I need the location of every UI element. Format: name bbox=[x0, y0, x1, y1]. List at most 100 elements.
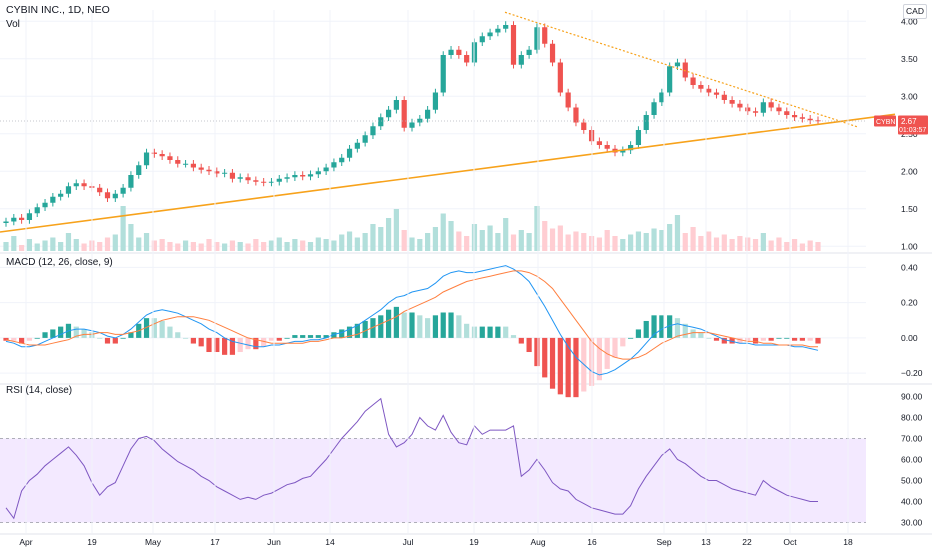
volume-bar bbox=[495, 233, 501, 251]
macd-histogram-bar bbox=[331, 332, 337, 338]
candle-body bbox=[409, 122, 415, 128]
candle-body bbox=[143, 152, 150, 166]
macd-histogram-bar bbox=[643, 320, 649, 338]
macd-histogram-bar bbox=[222, 337, 228, 355]
volume-bar bbox=[261, 242, 267, 251]
macd-histogram-bar bbox=[721, 337, 727, 344]
volume-bar bbox=[752, 239, 759, 251]
volume-bar bbox=[245, 243, 251, 251]
candle-body bbox=[448, 49, 454, 55]
volume-bar bbox=[237, 242, 243, 251]
volume-bar bbox=[620, 239, 626, 251]
volume-bar bbox=[596, 237, 602, 251]
rsi-line bbox=[5, 397, 818, 520]
macd-histogram-bar bbox=[557, 337, 563, 395]
volume-bar bbox=[50, 237, 56, 251]
candle-body bbox=[97, 187, 103, 193]
macd-signal-line bbox=[5, 270, 818, 360]
candle-body bbox=[346, 148, 353, 158]
time-tick-label: Aug bbox=[530, 537, 545, 547]
candle-body bbox=[643, 115, 649, 130]
macd-histogram-bar bbox=[628, 337, 634, 339]
volume-bar bbox=[167, 242, 173, 251]
volume-bar bbox=[503, 218, 509, 251]
volume-bar bbox=[190, 242, 196, 251]
rsi-tick-label: 30.00 bbox=[901, 518, 923, 528]
rsi-label[interactable]: RSI (14, close) bbox=[6, 385, 73, 396]
macd-histogram-bar bbox=[651, 315, 657, 338]
candle-body bbox=[385, 109, 392, 118]
macd-histogram-bar bbox=[346, 326, 353, 338]
rsi-tick-label: 40.00 bbox=[901, 497, 923, 507]
price-tick-label: 2.00 bbox=[901, 166, 918, 176]
volume-bar bbox=[510, 234, 517, 251]
volume-bar bbox=[542, 221, 548, 251]
macd-label[interactable]: MACD (12, 26, close, 9) bbox=[6, 257, 113, 268]
volume-bar bbox=[151, 240, 157, 251]
volume-bar bbox=[807, 240, 813, 251]
macd-histogram-bar bbox=[401, 312, 407, 338]
symbol-tag-text: CYBN bbox=[876, 119, 895, 126]
macd-histogram-bar bbox=[690, 329, 696, 338]
time-tick-label: Oct bbox=[783, 537, 797, 547]
candle-body bbox=[104, 192, 111, 199]
candle-body bbox=[495, 28, 501, 33]
volume-bar bbox=[136, 237, 142, 251]
candle-body bbox=[11, 217, 17, 222]
macd-histogram-bar bbox=[104, 337, 111, 344]
candle-body bbox=[128, 175, 134, 188]
time-tick-label: May bbox=[145, 537, 162, 547]
currency-button[interactable]: CAD bbox=[903, 4, 927, 19]
time-tick-label: Jun bbox=[267, 537, 281, 547]
price-tag bbox=[898, 115, 928, 135]
candle-body bbox=[815, 120, 821, 122]
candle-body bbox=[503, 25, 509, 29]
volume-bar bbox=[745, 237, 751, 251]
candle-body bbox=[628, 145, 634, 151]
volume-bar bbox=[549, 228, 556, 251]
macd-histogram-bar bbox=[456, 315, 462, 338]
volume-bar bbox=[713, 237, 720, 251]
candle-body bbox=[776, 107, 782, 112]
candle-body bbox=[3, 221, 9, 223]
macd-histogram-bar bbox=[229, 337, 236, 355]
candle-body bbox=[34, 207, 40, 214]
candle-body bbox=[159, 154, 165, 157]
macd-histogram-bar bbox=[120, 337, 126, 339]
macd-histogram-bar bbox=[268, 337, 275, 341]
candle-body bbox=[674, 62, 681, 67]
volume-bar bbox=[417, 239, 423, 251]
macd-histogram-bar bbox=[182, 337, 189, 339]
candle-body bbox=[136, 165, 142, 175]
macd-histogram-bar bbox=[612, 337, 618, 358]
macd-histogram-bar bbox=[464, 323, 470, 338]
macd-histogram-bar bbox=[206, 337, 212, 353]
candle-body bbox=[729, 100, 735, 104]
candle-body bbox=[682, 62, 688, 78]
candle-body bbox=[698, 85, 704, 89]
volume-bar bbox=[307, 242, 314, 251]
volume-bar bbox=[401, 230, 407, 251]
volume-bar bbox=[651, 228, 657, 251]
candle-body bbox=[417, 118, 423, 123]
price-tick-label: 1.50 bbox=[901, 204, 918, 214]
macd-line bbox=[5, 265, 819, 376]
macd-histogram-bar bbox=[799, 337, 805, 341]
macd-histogram-bar bbox=[542, 337, 548, 378]
candle-body bbox=[401, 100, 407, 128]
volume-bar bbox=[268, 240, 275, 251]
macd-histogram-bar bbox=[448, 312, 454, 338]
volume-bar bbox=[409, 237, 415, 251]
macd-histogram-bar bbox=[752, 337, 759, 344]
time-tick-label: 14 bbox=[325, 537, 335, 547]
volume-bar bbox=[206, 239, 212, 251]
volume-bar bbox=[456, 231, 462, 251]
macd-histogram-bar bbox=[34, 337, 40, 339]
symbol-title[interactable]: CYBIN INC., 1D, NEO bbox=[6, 4, 110, 16]
macd-histogram-bar bbox=[73, 326, 79, 338]
macd-histogram-bar bbox=[354, 323, 360, 338]
macd-histogram-bar bbox=[417, 315, 423, 338]
macd-histogram-bar bbox=[635, 329, 642, 338]
